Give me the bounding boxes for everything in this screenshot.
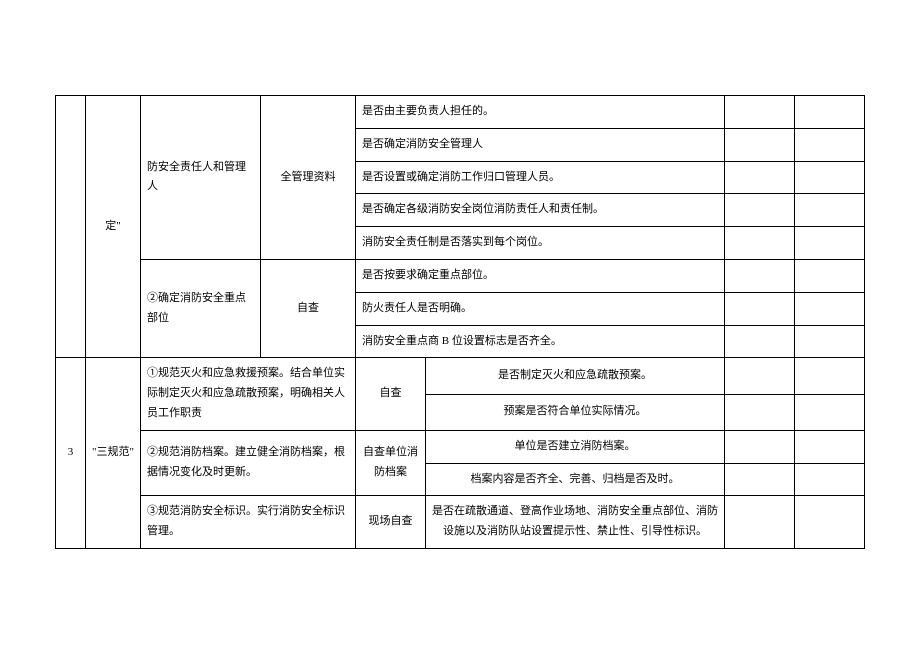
cell-result: [795, 194, 865, 227]
cell-result: [725, 358, 795, 394]
table-row: 定" 防安全责任人和管理人 全管理资料 是否由主要负责人担任的。: [56, 96, 865, 129]
cell-result: [725, 227, 795, 260]
cell-result: [725, 96, 795, 129]
table-row: ③规范消防安全标识。实行消防安全标识管理。 现场自查 是否在疏散通道、登高作业场…: [56, 496, 865, 549]
cell-question: 是否由主要负责人担任的。: [356, 96, 725, 129]
cell-question: 预案是否符合单位实际情况。: [426, 394, 725, 430]
cell-method: 现场自查: [356, 496, 426, 549]
cell-question: 是否按要求确定重点部位。: [356, 259, 725, 292]
cell-method: 自查单位消防档案: [356, 430, 426, 496]
cell-result: [795, 463, 865, 496]
cell-result: [795, 394, 865, 430]
table-row: ②规范消防档案。建立健全消防档案，根据情况变化及时更新。 自查单位消防档案 单位…: [56, 430, 865, 463]
table-row: ②确定消防安全重点部位 自查 是否按要求确定重点部位。: [56, 259, 865, 292]
cell-result: [795, 227, 865, 260]
cell-question: 是否在疏散通道、登高作业场地、消防安全重点部位、消防设施以及消防队站设置提示性、…: [426, 496, 725, 549]
cell-question: 是否设置或确定消防工作归口管理人员。: [356, 161, 725, 194]
cell-question: 是否制定灭火和应急疏散预案。: [426, 358, 725, 394]
cell-question: 消防安全责任制是否落实到每个岗位。: [356, 227, 725, 260]
cell-result: [795, 128, 865, 161]
cell-method: 自查: [356, 358, 426, 430]
cell-result: [725, 496, 795, 549]
cell-index: [56, 96, 86, 358]
cell-question: 是否确定各级消防安全岗位消防责任人和责任制。: [356, 194, 725, 227]
cell-name: 定": [86, 96, 141, 358]
inspection-table: 定" 防安全责任人和管理人 全管理资料 是否由主要负责人担任的。 是否确定消防安…: [55, 95, 865, 549]
cell-result: [725, 394, 795, 430]
table-row: 3 "三规范" ①规范灭火和应急救援预案。结合单位实际制定灭火和应急疏散预案，明…: [56, 358, 865, 394]
cell-item: ②规范消防档案。建立健全消防档案，根据情况变化及时更新。: [141, 430, 356, 496]
cell-question: 是否确定消防安全管理人: [356, 128, 725, 161]
cell-index: 3: [56, 358, 86, 549]
cell-result: [795, 161, 865, 194]
cell-result: [795, 96, 865, 129]
cell-item: 防安全责任人和管理人: [141, 96, 261, 260]
cell-question: 单位是否建立消防档案。: [426, 430, 725, 463]
cell-method: 全管理资料: [261, 96, 356, 260]
cell-result: [795, 292, 865, 325]
cell-question: 档案内容是否齐全、完善、归档是否及时。: [426, 463, 725, 496]
cell-item: ③规范消防安全标识。实行消防安全标识管理。: [141, 496, 356, 549]
cell-question: 消防安全重点商 B 位设置标志是否齐全。: [356, 325, 725, 358]
cell-result: [795, 358, 865, 394]
cell-item: ②确定消防安全重点部位: [141, 259, 261, 357]
cell-result: [725, 161, 795, 194]
cell-result: [725, 128, 795, 161]
cell-result: [725, 325, 795, 358]
cell-result: [795, 259, 865, 292]
cell-result: [795, 496, 865, 549]
cell-question: 防火责任人是否明确。: [356, 292, 725, 325]
cell-result: [725, 292, 795, 325]
cell-method: 自查: [261, 259, 356, 357]
cell-name: "三规范": [86, 358, 141, 549]
cell-result: [795, 325, 865, 358]
cell-result: [725, 194, 795, 227]
cell-result: [725, 430, 795, 463]
cell-result: [725, 259, 795, 292]
cell-item: ①规范灭火和应急救援预案。结合单位实际制定灭火和应急疏散预案，明确相关人员工作职…: [141, 358, 356, 430]
cell-result: [795, 430, 865, 463]
cell-result: [725, 463, 795, 496]
